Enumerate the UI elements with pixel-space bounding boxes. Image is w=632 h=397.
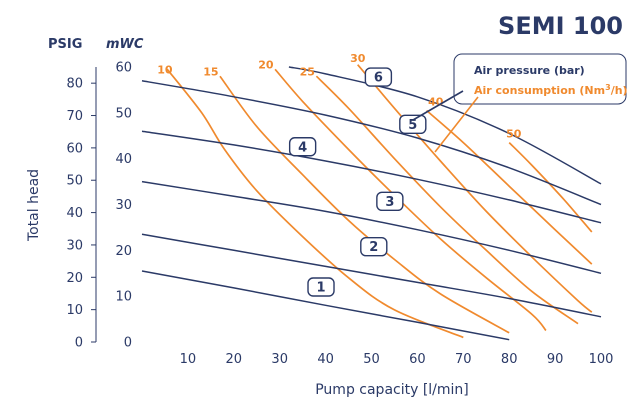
psig-tick-label: 0 [75,336,83,351]
legend-box [453,53,627,105]
air-pressure-badge-4 [288,137,317,157]
chart-title: SEMI 100 [498,12,623,40]
air-pressure-curves [141,66,602,341]
mwc-tick-label: 0 [124,336,132,351]
psig-tick-label: 60 [66,141,83,156]
psig-tick-label: 70 [66,109,83,124]
air-pressure-curve-4 [141,130,602,224]
y-unit-mwc: mWC [106,37,144,52]
legend: Air pressure (bar) Air consumption (Nm3/… [412,53,628,153]
mwc-tick-label: 20 [115,244,132,259]
axis-ticks: 0 10 20 30 40 50 60 70 80 0 10 20 30 40 50 60 10 20 30 40 50… [66,61,613,368]
x-tick-label: 60 [409,352,426,367]
air-pressure-label-4: 4 [298,140,307,155]
air-pressure-badge-3 [376,191,404,211]
air-pressure-label-2: 2 [369,240,378,255]
x-tick-label: 70 [455,352,472,367]
x-tick-label: 20 [226,352,243,367]
air-pressure-curve-3 [141,180,602,275]
air-pressure-label-3: 3 [385,195,394,210]
air-consumption-label-10: 10 [157,63,173,76]
y-unit-psig: PSIG [48,37,82,52]
air-consumption-label-15: 15 [203,66,218,79]
air-pressure-curve-1 [141,270,510,341]
mwc-tick-label: 30 [115,198,132,213]
air-consumption-label-30: 30 [350,52,366,65]
psig-tick-label: 50 [66,174,83,189]
legend-pointer-consumption [434,96,479,153]
mwc-tick-label: 60 [115,61,132,76]
y-axis-label: Total head [26,169,42,242]
legend-pressure-label: Air pressure (bar) [474,64,585,77]
x-tick-label: 50 [363,352,380,367]
psig-tick-label: 10 [66,303,83,318]
air-consumption-label-20: 20 [258,59,274,72]
mwc-tick-label: 10 [115,290,132,305]
air-consumption-label-50: 50 [506,127,522,140]
air-pressure-badge-2 [360,236,388,257]
mwc-tick-label: 50 [115,106,132,121]
air-consumption-curve-10 [166,68,464,339]
air-pressure-badge-5 [399,114,427,134]
air-consumption-label-25: 25 [300,66,315,79]
x-tick-label: 80 [501,352,518,367]
air-pressure-badge-1 [307,277,335,297]
air-pressure-label-1: 1 [316,281,325,296]
air-pressure-label-5: 5 [408,118,417,133]
air-consumption-curve-30 [357,64,593,313]
psig-tick-label: 40 [66,206,83,221]
x-axis-label: Pump capacity [l/min] [315,382,469,397]
mwc-tick-label: 40 [115,152,132,167]
legend-pointer-pressure [412,90,464,121]
psig-tick-label: 80 [66,77,83,92]
air-consumption-curve-15 [219,75,510,334]
x-tick-label: 40 [317,352,334,367]
x-tick-label: 100 [589,352,614,367]
x-tick-label: 10 [180,352,197,367]
air-pressure-curve-5 [141,80,602,206]
air-consumption-curves [166,64,593,339]
x-tick-label: 90 [547,352,564,367]
psig-tick-label: 20 [66,271,83,286]
air-pressure-badge-6 [364,67,393,87]
air-consumption-curve-25 [315,75,579,325]
x-tick-label: 30 [271,352,288,367]
legend-consumption-label: Air consumption (Nm3/h) [474,83,628,97]
air-pressure-curve-6 [288,66,602,185]
air-pressure-curve-2 [141,233,602,318]
air-pressure-label-6: 6 [374,71,383,86]
air-consumption-curve-20 [274,68,547,332]
psig-tick-label: 30 [66,238,83,253]
